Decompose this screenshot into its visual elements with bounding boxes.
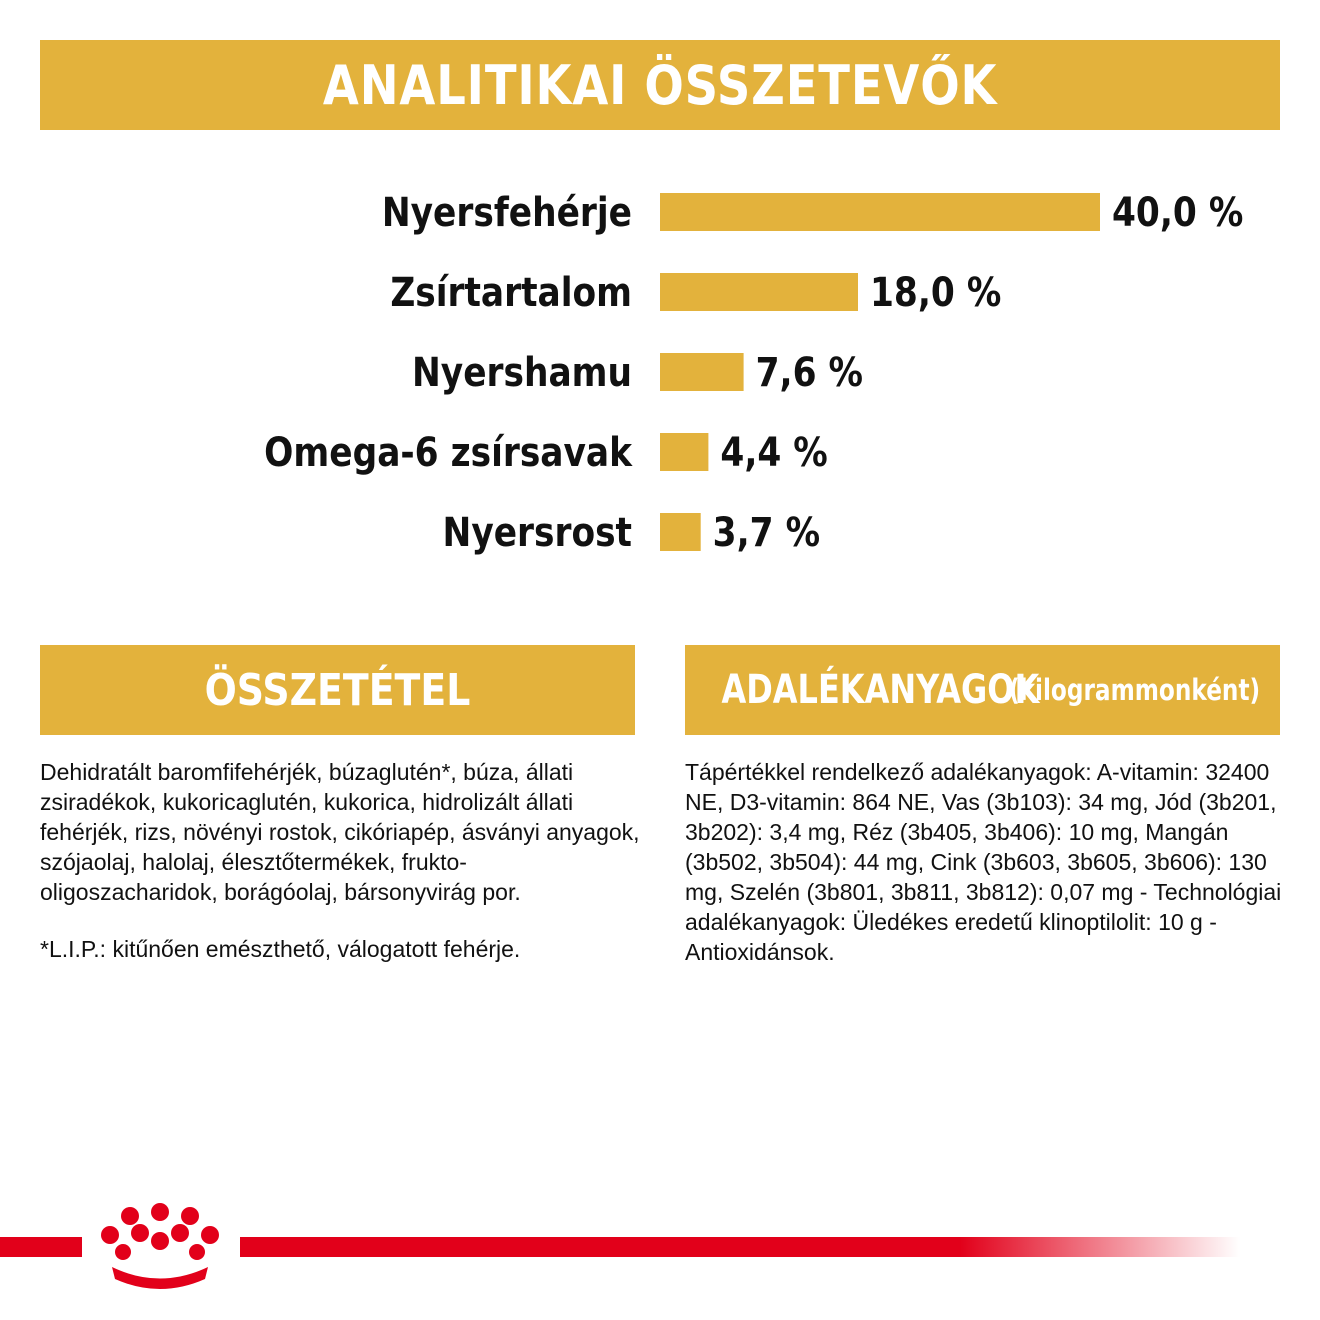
bar — [660, 513, 701, 551]
bar — [660, 193, 1100, 231]
analytics-title-banner: ANALITIKAI ÖSSZETEVŐK — [40, 40, 1280, 130]
category-label: Zsírtartalom — [390, 268, 632, 315]
additives-title-banner: ADALÉKANYAGOK (kilogrammonként) — [685, 645, 1280, 735]
composition-title: ÖSSZETÉTEL — [204, 664, 471, 716]
bar — [660, 433, 709, 471]
bar — [660, 273, 858, 311]
footer-stripe-left — [0, 1237, 82, 1257]
category-label: Nyersrost — [443, 508, 632, 555]
bar — [660, 353, 744, 391]
composition-title-banner: ÖSSZETÉTEL — [40, 645, 635, 735]
value-label: 4,4 % — [720, 428, 827, 475]
value-label: 40,0 % — [1112, 188, 1243, 235]
category-label: Omega-6 zsírsavak — [264, 428, 633, 475]
additives-title: ADALÉKANYAGOK — [721, 667, 1040, 713]
analytics-title: ANALITIKAI ÖSSZETEVŐK — [322, 53, 998, 117]
additives-subtitle: (kilogrammonként) — [1009, 673, 1261, 707]
composition-footnote: *L.I.P.: kitűnően emészthető, válogatott… — [40, 936, 521, 962]
royal-canin-crown-icon — [101, 1203, 219, 1289]
value-label: 18,0 % — [870, 268, 1001, 315]
value-label: 3,7 % — [713, 508, 820, 555]
value-label: 7,6 % — [756, 348, 863, 395]
footer-stripe-right — [240, 1237, 1240, 1257]
nutrient-bar-chart: Nyersfehérje 40,0 % Zsírtartalom 18,0 % Nyer… — [264, 188, 1243, 555]
category-label: Nyershamu — [412, 348, 632, 395]
category-label: Nyersfehérje — [382, 188, 632, 235]
composition-text: Dehidratált baromfifehérjék, búzaglutén*… — [40, 759, 640, 905]
additives-text: Tápértékkel rendelkező adalékanyagok: A-… — [685, 759, 1282, 965]
brand-footer — [0, 1203, 1240, 1289]
